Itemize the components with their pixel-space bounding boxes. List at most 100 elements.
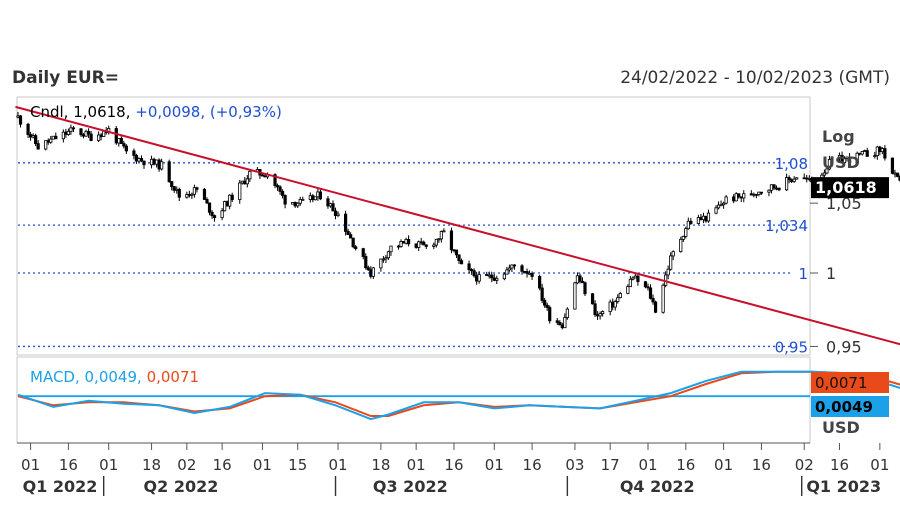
candle-body <box>328 203 333 207</box>
candle-body <box>333 210 338 217</box>
candle-body <box>139 158 144 162</box>
candle-body <box>848 156 852 164</box>
y-tick-label: 1,05 <box>826 194 862 213</box>
candle-body <box>560 324 564 329</box>
candle-body <box>827 159 832 170</box>
candle-body <box>142 160 146 166</box>
candle-body <box>406 239 411 245</box>
candle-body <box>671 251 675 257</box>
candle-body <box>734 193 738 202</box>
candle-body <box>759 191 764 194</box>
x-tick-label: 01 <box>99 456 118 474</box>
candle-body <box>495 278 499 281</box>
candle-body <box>530 272 534 277</box>
candle-body <box>263 175 267 178</box>
candle-body <box>769 184 774 191</box>
price-panel-frame <box>16 96 811 356</box>
macd-value-tag <box>811 396 889 417</box>
candle-body <box>669 255 673 270</box>
candle-body <box>722 202 726 206</box>
candle-body <box>790 179 794 182</box>
candle-body <box>563 317 567 329</box>
date-range: 24/02/2022 - 10/02/2023 (GMT) <box>620 68 890 88</box>
candle-body <box>732 196 736 202</box>
candle-body <box>384 257 388 260</box>
x-tick-label: 16 <box>752 456 771 474</box>
candle-body <box>401 241 406 244</box>
log-scale-label: Log <box>822 127 855 146</box>
candle-body <box>865 150 869 157</box>
candle-body <box>371 267 375 277</box>
candle-body <box>102 130 106 137</box>
candle-body <box>442 230 446 233</box>
candle-body <box>84 130 88 137</box>
level-label: 1,08 <box>775 155 808 173</box>
candle-body <box>404 239 408 244</box>
candle-body <box>170 181 174 187</box>
candle-body <box>122 143 126 147</box>
candle-body <box>522 270 527 273</box>
quarter-label: Q4 2022 <box>620 477 695 496</box>
candle-body <box>578 275 582 282</box>
candle-body <box>210 211 214 216</box>
candle-body <box>417 241 421 248</box>
candle-body <box>31 135 35 138</box>
candle-body <box>643 281 648 288</box>
candle-body <box>684 228 688 237</box>
candle-body <box>354 246 358 250</box>
candle-body <box>185 194 189 198</box>
candle-body <box>505 269 509 275</box>
candle-body <box>714 207 718 214</box>
candle-body <box>855 152 859 164</box>
macd-line <box>17 370 900 421</box>
candle-body <box>61 131 65 140</box>
candle-body <box>873 155 877 158</box>
macd-unit-label: USD <box>822 418 860 437</box>
candle-body <box>260 174 265 177</box>
candle-body <box>212 215 217 219</box>
candle-body <box>66 131 70 135</box>
candle-body <box>190 193 194 196</box>
candle-body <box>875 146 879 157</box>
candle-body <box>704 215 708 222</box>
candle-body <box>538 276 542 289</box>
candle-body <box>742 193 746 199</box>
candle-body <box>51 135 55 140</box>
macd-value-label: 0,0071 <box>815 374 868 392</box>
candle-body <box>273 174 277 186</box>
candle-body <box>386 251 391 259</box>
x-tick-label: 01 <box>714 456 733 474</box>
candle-body <box>807 177 811 180</box>
candle-body <box>679 238 683 253</box>
candle-body <box>349 234 353 239</box>
candle-body <box>46 140 50 143</box>
candle-body <box>767 189 771 193</box>
candle-body <box>97 134 101 141</box>
price-candles <box>16 111 900 330</box>
price-legend: Cndl, 1,0618, +0,0098, (+0,93%) <box>30 103 282 121</box>
candle-body <box>490 274 494 279</box>
x-tick-label: 17 <box>601 456 620 474</box>
candle-body <box>238 182 242 201</box>
x-tick-label: 16 <box>676 456 695 474</box>
candle-body <box>863 150 867 153</box>
level-label: 1,034 <box>765 217 808 235</box>
candle-body <box>291 202 295 205</box>
candle-body <box>893 172 897 175</box>
candle-body <box>379 258 383 269</box>
x-tick-label: 16 <box>213 456 232 474</box>
candle-body <box>278 186 282 192</box>
candle-body <box>298 198 302 204</box>
candle-body <box>351 237 355 248</box>
candle-body <box>895 172 900 177</box>
candle-body <box>648 287 653 299</box>
candle-body <box>543 300 547 306</box>
x-tick-label: 01 <box>870 456 889 474</box>
candle-body <box>364 256 368 269</box>
candle-body <box>220 210 224 219</box>
candle-body <box>399 241 403 247</box>
candle-body <box>485 274 489 276</box>
candle-body <box>167 161 171 183</box>
candle-body <box>154 159 159 165</box>
